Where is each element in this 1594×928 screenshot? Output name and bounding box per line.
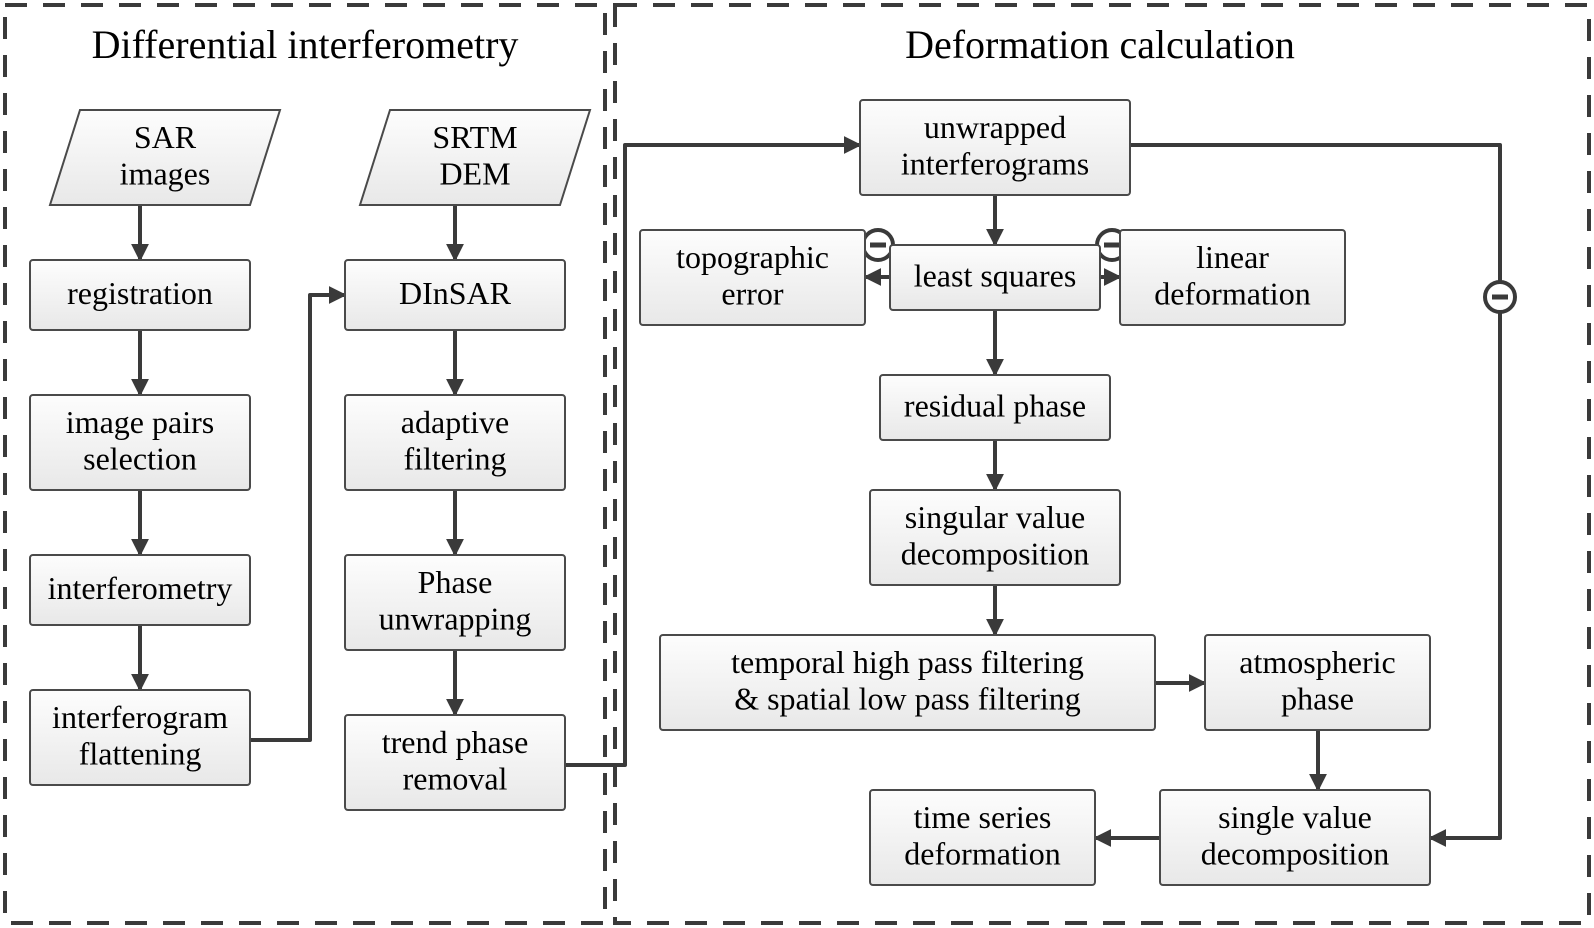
node-trend_phase_removal-label-line-1: removal — [403, 761, 508, 797]
node-thp_slp-label-line-1: & spatial low pass filtering — [734, 681, 1081, 717]
node-topographic_error-label-line-1: error — [721, 276, 784, 312]
node-svd_2-label-line-1: decomposition — [1201, 836, 1389, 872]
node-svd_2: single valuedecomposition — [1160, 790, 1430, 885]
node-phase_unwrapping-label-line-0: Phase — [418, 564, 493, 600]
node-registration: registration — [30, 260, 250, 330]
node-linear_deformation-label-line-0: linear — [1196, 239, 1269, 275]
node-topographic_error: topographicerror — [640, 230, 865, 325]
node-image_pairs_selection: image pairsselection — [30, 395, 250, 490]
node-least_squares: least squares — [890, 245, 1100, 310]
node-svd_1: singular valuedecomposition — [870, 490, 1120, 585]
node-residual_phase-label-line-0: residual phase — [904, 387, 1086, 423]
node-atmospheric_phase-label-line-1: phase — [1281, 681, 1354, 717]
node-phase_unwrapping: Phaseunwrapping — [345, 555, 565, 650]
node-adaptive_filtering-label-line-0: adaptive — [401, 404, 509, 440]
node-phase_unwrapping-label-line-1: unwrapping — [379, 601, 532, 637]
panel-title: Deformation calculation — [905, 22, 1295, 67]
node-unwrapped_interferograms: unwrappedinterferograms — [860, 100, 1130, 195]
edge-interferogram_flattening-to-dinsar — [250, 295, 345, 740]
node-thp_slp-label-line-0: temporal high pass filtering — [731, 644, 1084, 680]
node-srtm_dem-label-line-1: DEM — [439, 156, 510, 192]
node-image_pairs_selection-label-line-0: image pairs — [66, 404, 214, 440]
node-srtm_dem-label-line-0: SRTM — [432, 119, 517, 155]
node-topographic_error-label-line-0: topographic — [676, 239, 829, 275]
node-adaptive_filtering-label-line-1: filtering — [403, 441, 506, 477]
node-residual_phase: residual phase — [880, 375, 1110, 440]
node-svd_1-label-line-0: singular value — [905, 499, 1085, 535]
node-linear_deformation: lineardeformation — [1120, 230, 1345, 325]
minus-marker — [1485, 282, 1515, 312]
node-dinsar-label-line-0: DInSAR — [399, 275, 512, 311]
node-interferogram_flattening-label-line-1: flattening — [79, 736, 202, 772]
node-svd_1-label-line-1: decomposition — [901, 536, 1089, 572]
node-sar_images: SARimages — [50, 110, 280, 205]
node-trend_phase_removal: trend phaseremoval — [345, 715, 565, 810]
node-interferogram_flattening: interferogramflattening — [30, 690, 250, 785]
node-image_pairs_selection-label-line-1: selection — [83, 441, 197, 477]
node-sar_images-label-line-1: images — [120, 156, 211, 192]
node-interferometry-label-line-0: interferometry — [48, 570, 233, 606]
node-sar_images-label-line-0: SAR — [134, 119, 197, 155]
node-interferogram_flattening-label-line-0: interferogram — [52, 699, 228, 735]
node-thp_slp: temporal high pass filtering& spatial lo… — [660, 635, 1155, 730]
node-unwrapped_interferograms-label-line-0: unwrapped — [924, 109, 1066, 145]
panel-title: Differential interferometry — [92, 22, 519, 67]
node-atmospheric_phase-label-line-0: atmospheric — [1239, 644, 1395, 680]
node-time_series_deformation: time seriesdeformation — [870, 790, 1095, 885]
node-srtm_dem: SRTMDEM — [360, 110, 590, 205]
node-time_series_deformation-label-line-0: time series — [914, 799, 1052, 835]
minus-marker — [863, 230, 893, 260]
node-dinsar: DInSAR — [345, 260, 565, 330]
node-svd_2-label-line-0: single value — [1218, 799, 1372, 835]
node-time_series_deformation-label-line-1: deformation — [904, 836, 1060, 872]
node-linear_deformation-label-line-1: deformation — [1154, 276, 1310, 312]
node-atmospheric_phase: atmosphericphase — [1205, 635, 1430, 730]
node-trend_phase_removal-label-line-0: trend phase — [382, 724, 529, 760]
node-registration-label-line-0: registration — [67, 275, 213, 311]
node-unwrapped_interferograms-label-line-1: interferograms — [901, 146, 1089, 182]
node-least_squares-label-line-0: least squares — [914, 257, 1077, 293]
node-adaptive_filtering: adaptivefiltering — [345, 395, 565, 490]
node-interferometry: interferometry — [30, 555, 250, 625]
